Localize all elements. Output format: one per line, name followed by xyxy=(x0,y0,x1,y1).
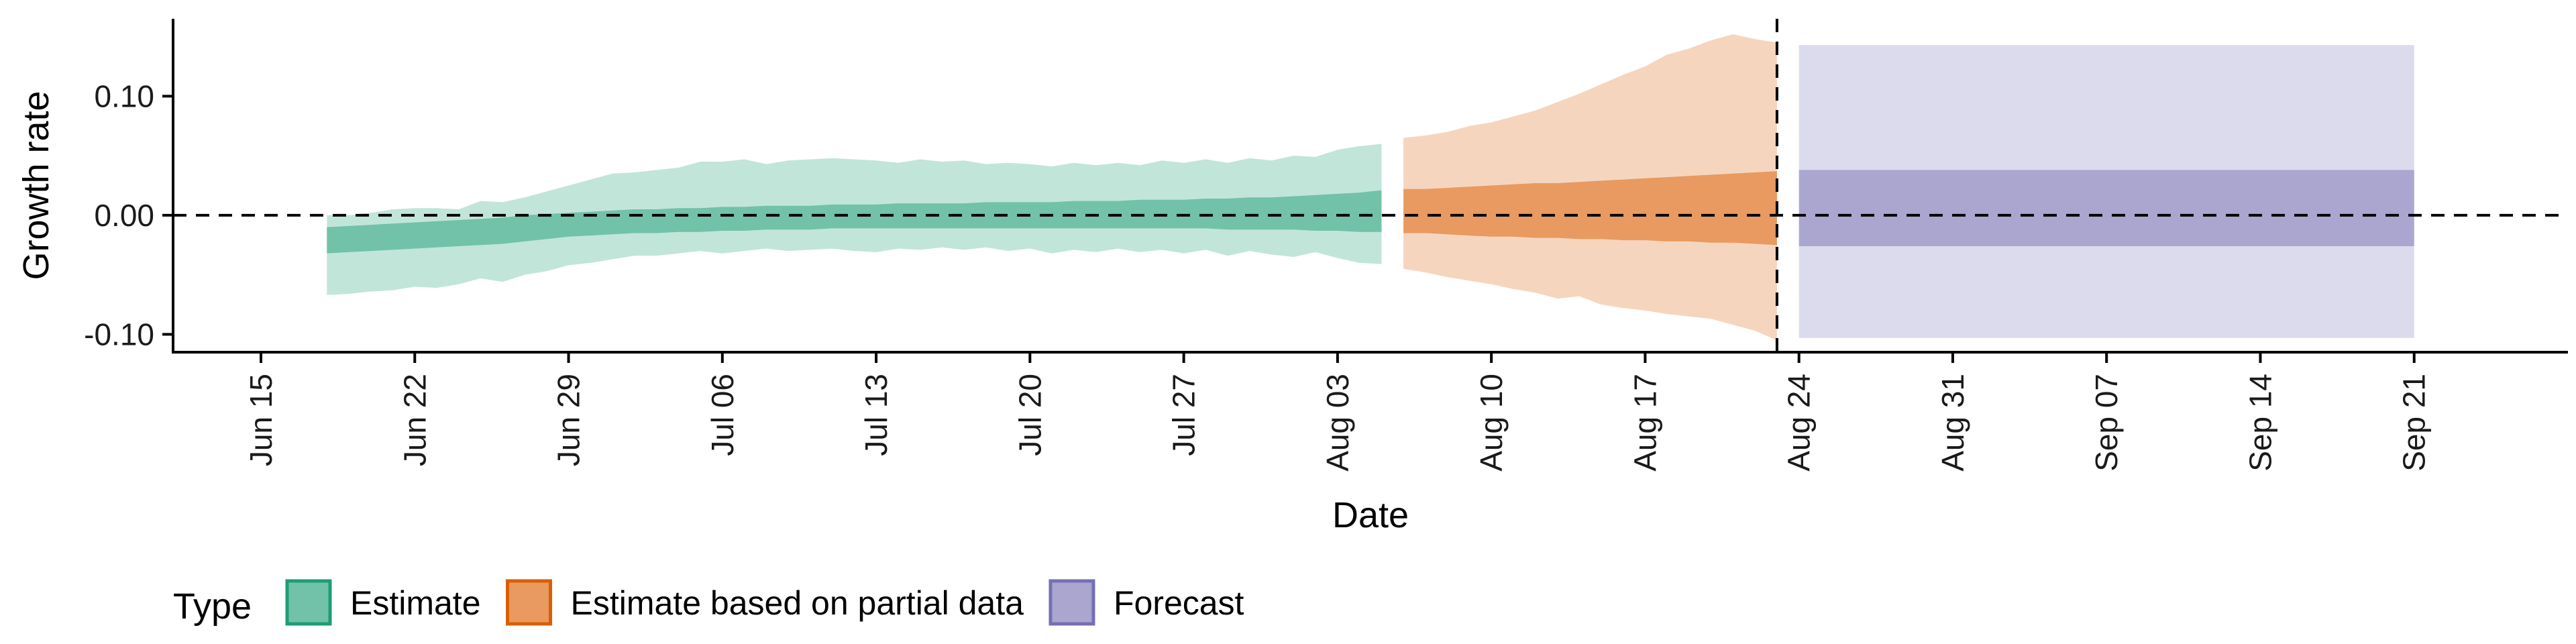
bands-layer xyxy=(327,34,2414,341)
y-tick-label: 0.00 xyxy=(94,198,154,233)
x-tick-label: Jul 20 xyxy=(1012,374,1047,456)
x-tick-label: Sep 07 xyxy=(2089,374,2124,472)
x-axis-title: Date xyxy=(1332,495,1409,535)
x-tick-label: Jul 06 xyxy=(705,374,740,456)
x-tick-label: Aug 31 xyxy=(1935,374,1970,472)
x-tick-label: Sep 14 xyxy=(2243,374,2277,472)
x-tick-label: Aug 24 xyxy=(1782,374,1817,472)
forecast-band-50 xyxy=(1799,170,2414,246)
x-tick-label: Jul 13 xyxy=(859,374,894,456)
estimate-band-50 xyxy=(327,190,1382,254)
x-tick-label: Jul 27 xyxy=(1167,374,1201,456)
legend-label-estimate: Estimate xyxy=(350,584,481,622)
reference-lines xyxy=(173,19,2568,352)
legend-key-estimate xyxy=(285,579,332,626)
x-tick-label: Aug 03 xyxy=(1320,374,1355,472)
y-tick-label: 0.10 xyxy=(94,78,154,113)
x-tick-label: Aug 10 xyxy=(1474,374,1509,472)
legend: Type Estimate Estimate based on partial d… xyxy=(173,579,1244,627)
x-tick-label: Jun 22 xyxy=(397,374,432,466)
x-axis-ticks: Jun 15 Jun 22 Jun 29 Jul 06 Jul 13 Jul 20 Jul … xyxy=(244,352,2432,472)
x-tick-label: Sep 21 xyxy=(2397,374,2432,472)
x-tick-label: Aug 17 xyxy=(1627,374,1662,472)
estimate-based-on-partial-data-band-50 xyxy=(1403,171,1777,246)
legend-title: Type xyxy=(173,586,252,627)
y-axis-title: Growth rate xyxy=(16,91,56,280)
legend-key-estimate-based-on-partial-data xyxy=(506,579,553,626)
x-tick-label: Jun 15 xyxy=(244,374,278,466)
legend-key-forecast xyxy=(1049,579,1095,626)
y-axis-ticks: -0.10 0.00 0.10 xyxy=(84,78,173,352)
axes xyxy=(172,19,2568,354)
y-tick-label: -0.10 xyxy=(84,317,154,352)
x-tick-label: Jun 29 xyxy=(551,374,586,466)
legend-label-estimate-based-on-partial-data: Estimate based on partial data xyxy=(571,584,1024,622)
legend-label-forecast: Forecast xyxy=(1114,584,1244,622)
